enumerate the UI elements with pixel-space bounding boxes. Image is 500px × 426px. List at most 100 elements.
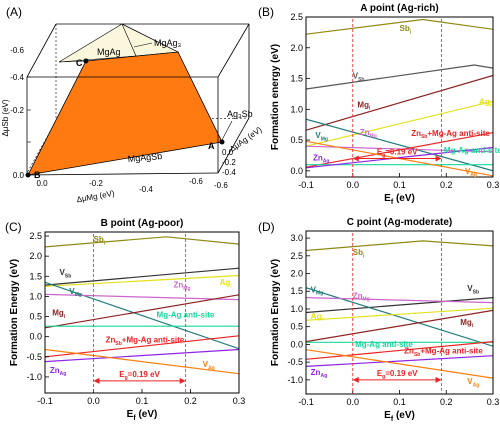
box-edge: [26, 23, 57, 78]
series-label: ZnAg: [50, 366, 66, 377]
x-tick-label: 0.3: [487, 397, 500, 407]
series-label: VSb: [60, 268, 72, 279]
z-tick-label: -0.4: [10, 73, 24, 82]
series-line: [306, 307, 493, 321]
series-line: [45, 236, 239, 248]
gap-label: Eg=0.19 eV: [377, 369, 418, 380]
gap-arrow-head: [352, 155, 359, 162]
x-tick-label: 0.2: [440, 180, 453, 190]
x-tick-label: -0.1: [37, 396, 53, 406]
series-line: [306, 100, 493, 147]
point-c-marker: [83, 58, 89, 64]
y-tick-label: 2.0: [290, 43, 303, 53]
y-tick-label: 1.0: [290, 104, 303, 114]
series-label: Agi: [479, 97, 492, 108]
panel-a-3d-diagram: (A) -0.6 -0.4 -0.2 0.0: [1, 5, 264, 204]
y-tick-label: -0.5: [26, 352, 42, 362]
series-line: [45, 267, 239, 286]
chart-title: C point (Ag-moderate): [347, 217, 453, 228]
series-line: [306, 297, 493, 314]
y-tick-label: 2.0: [29, 251, 42, 261]
x-tick-label: 0.2: [184, 396, 197, 406]
series-line: [306, 240, 493, 252]
x-tick-label: 0.0: [87, 396, 100, 406]
x-axis-label: Ef (eV): [127, 409, 158, 422]
series-line: [306, 341, 493, 360]
series-line: [45, 293, 239, 301]
y-tick-label: 0.0: [290, 166, 303, 176]
series-line: [306, 64, 493, 90]
x-tick-label: -0.2: [89, 179, 103, 188]
panel-label: (B): [258, 5, 274, 19]
gap-arrow-head: [93, 377, 100, 384]
series-label: ZnMg: [174, 281, 191, 292]
x-axis: 0.0 -0.2 -0.4 -0.6 ΔμMg (eV): [36, 177, 203, 204]
box-edge: [26, 172, 219, 176]
point-b-label: B: [34, 170, 41, 180]
y-tick-label: -1.0: [26, 372, 42, 382]
y-axis-label: Formation Energy (eV): [270, 259, 281, 366]
x-tick-label: 0.0: [36, 179, 48, 188]
y-tick-label: 3.0: [290, 233, 303, 243]
y-tick-label: 0.0: [290, 339, 303, 349]
series-line: [45, 294, 239, 329]
mgagsb-region: [27, 51, 223, 176]
series-label: VSb: [467, 284, 479, 295]
series-label: ZnSb+Mg-Ag anti-site: [411, 129, 490, 140]
series-label: VMg: [315, 131, 328, 142]
gap-arrow-head: [435, 155, 442, 162]
z-axis: -0.6 -0.4 -0.2 0.0 ΔμSb (eV): [1, 46, 31, 180]
series-label: Sbi: [94, 235, 106, 246]
panel-c-chart: (C) B point (Ag-poor) -0.1 0.0 0.1 0.2 0.3 -1.0…: [5, 218, 245, 422]
y-tick-label: -0.5: [287, 357, 303, 367]
series-line: [306, 287, 493, 347]
point-c-label: C: [76, 58, 83, 68]
series-label: ZnSb+Mg-Ag anti-site: [404, 347, 483, 358]
z-tick-label: 0.0: [13, 171, 25, 180]
series-label: ZnAg: [313, 153, 329, 164]
x-tick-label: 0.1: [393, 180, 406, 190]
series-line: [45, 348, 239, 363]
series-line: [306, 118, 493, 172]
x-axis-label: ΔμMg (eV): [76, 189, 116, 205]
panel-label: (D): [258, 220, 275, 234]
x-tick-label: -0.6: [189, 177, 203, 186]
y-tick-label: 1.0: [29, 291, 42, 301]
y-tick-label: 2.5: [29, 231, 42, 241]
x-tick-label: 0.0: [346, 397, 359, 407]
y-tick-label: -0.6: [214, 181, 228, 190]
y-tick-label: 1.5: [290, 74, 303, 84]
series-line: [306, 132, 493, 168]
chart-title: A point (Ag-rich): [360, 3, 439, 14]
z-tick-label: -0.2: [10, 106, 24, 115]
x-tick-label: -0.4: [139, 185, 153, 194]
series-label: ZnSb+Mg-Ag anti-site: [106, 336, 185, 347]
y-axis: 0.0 -0.2 -0.4 -0.6 ΔμAg (eV): [214, 125, 264, 190]
gap-label: Eg=0.19 eV: [119, 370, 160, 381]
series-line: [45, 281, 239, 350]
point-a-marker: [219, 139, 225, 145]
leader-line: [221, 120, 233, 141]
series-line: [306, 146, 493, 169]
series-line: [306, 18, 493, 35]
y-tick-label: 0.5: [290, 322, 303, 332]
series-label: Sbi: [400, 24, 412, 35]
series-line: [306, 349, 493, 379]
series-label: VMg: [69, 287, 82, 298]
series-label: VAg: [467, 377, 479, 388]
x-tick-label: 0.1: [136, 396, 149, 406]
y-tick-label: 1.0: [290, 304, 303, 314]
region-edge: [121, 23, 137, 57]
region-label-mgag3: MgAg₃: [154, 38, 182, 48]
y-tick-label: 1.5: [290, 286, 303, 296]
y-tick-label: 1.5: [29, 271, 42, 281]
series-label: Mg-Ag anti-site: [355, 340, 413, 349]
series-line: [45, 274, 239, 287]
panel-label: (C): [5, 220, 22, 234]
y-tick-label: -0.2: [222, 158, 236, 167]
y-tick-label: -1.0: [287, 375, 303, 385]
x-tick-label: 0.0: [346, 180, 359, 190]
y-tick-label: 0.5: [290, 135, 303, 145]
panel-a-label: (A): [6, 5, 22, 19]
